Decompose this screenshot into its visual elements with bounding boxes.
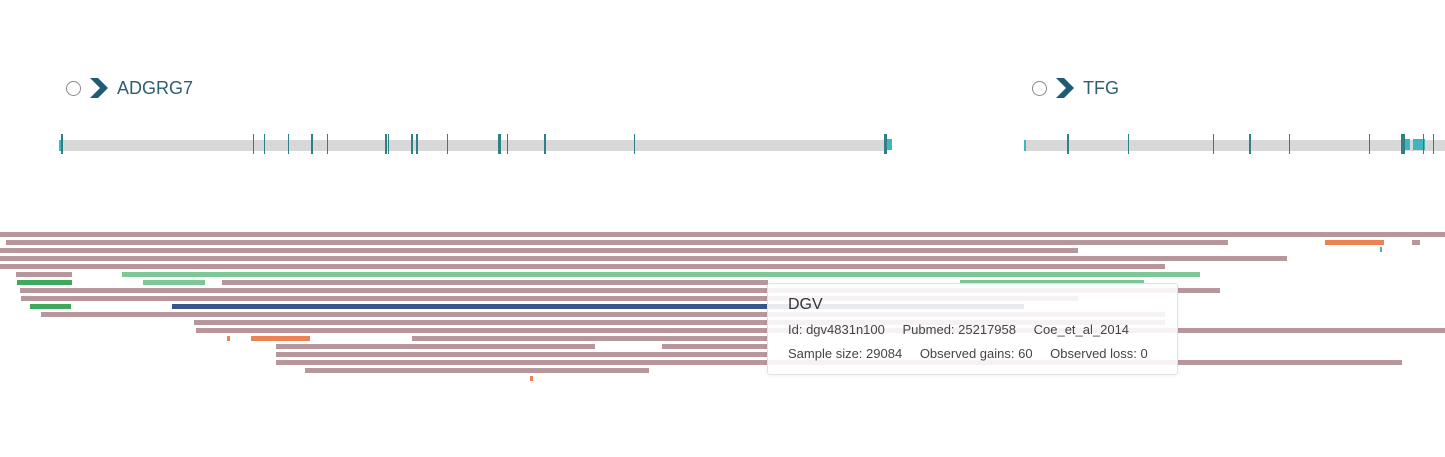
exon bbox=[411, 134, 413, 154]
cnv-loss-bar[interactable] bbox=[662, 344, 768, 349]
exon bbox=[507, 134, 508, 154]
tooltip-pubmed: Pubmed: 25217958 bbox=[902, 322, 1016, 337]
exon bbox=[634, 134, 635, 154]
gene-model-tfg[interactable] bbox=[1024, 134, 1445, 154]
tooltip-study: Coe_et_al_2014 bbox=[1033, 322, 1130, 337]
utr-block bbox=[1024, 140, 1026, 151]
cnv-gain-bar[interactable] bbox=[122, 272, 1200, 277]
gene-header-adgrg7: ADGRG7 bbox=[66, 77, 193, 99]
chevron-right-icon bbox=[90, 78, 108, 98]
exon bbox=[416, 134, 418, 154]
cnv-loss-bar[interactable] bbox=[276, 344, 595, 349]
exon bbox=[385, 134, 387, 154]
cnv-loss-bar[interactable] bbox=[0, 256, 1287, 261]
cnv-loss-bar[interactable] bbox=[276, 352, 768, 357]
exon bbox=[1369, 134, 1370, 154]
cnv-loss-bar[interactable] bbox=[21, 296, 1078, 301]
cnv-loss-bar[interactable] bbox=[41, 312, 1165, 317]
gene-select-radio[interactable] bbox=[1032, 80, 1047, 96]
exon bbox=[264, 134, 265, 154]
cnv-orange-bar[interactable] bbox=[227, 336, 230, 341]
exon bbox=[327, 134, 328, 154]
exon bbox=[253, 134, 254, 154]
cnv-orange-bar[interactable] bbox=[530, 376, 533, 381]
exon bbox=[1249, 134, 1251, 154]
cnv-gain-bar[interactable] bbox=[143, 280, 205, 285]
tooltip-gains: Observed gains: 60 bbox=[919, 346, 1033, 361]
exon bbox=[388, 134, 389, 154]
cnv-loss-bar[interactable] bbox=[6, 240, 1228, 245]
cnv-complex-bar[interactable] bbox=[172, 304, 1024, 309]
exon bbox=[1401, 134, 1405, 154]
gene-header-tfg: TFG bbox=[1032, 77, 1119, 99]
cnv-loss-bar[interactable] bbox=[20, 288, 1220, 293]
cnv-loss-bar[interactable] bbox=[305, 368, 649, 373]
intron-line bbox=[61, 140, 887, 151]
utr-block bbox=[887, 139, 892, 150]
tooltip-stats-row: Sample size: 29084 Observed gains: 60 Ob… bbox=[788, 346, 1157, 361]
exon bbox=[498, 134, 501, 154]
gene-name[interactable]: TFG bbox=[1083, 77, 1119, 98]
cnv-loss-bar[interactable] bbox=[194, 320, 1165, 325]
tooltip-loss: Observed loss: 0 bbox=[1050, 346, 1148, 361]
chevron-right-icon bbox=[1056, 78, 1074, 98]
exon bbox=[1128, 134, 1129, 154]
cnv-gain-bar[interactable] bbox=[30, 304, 71, 309]
cnv-loss-bar[interactable] bbox=[0, 248, 1078, 253]
utr-block bbox=[1405, 139, 1410, 150]
exon bbox=[447, 134, 448, 154]
cnv-orange-bar[interactable] bbox=[251, 336, 310, 341]
exon bbox=[1433, 134, 1434, 154]
cnv-loss-bar[interactable] bbox=[16, 272, 72, 277]
exon bbox=[61, 134, 63, 154]
exon bbox=[884, 134, 887, 154]
utr-block bbox=[59, 140, 62, 151]
cnv-loss-bar[interactable] bbox=[412, 336, 768, 341]
tooltip-id: Id: dgv4831n100 bbox=[788, 322, 885, 337]
exon bbox=[311, 134, 313, 154]
cnv-orange-bar[interactable] bbox=[1325, 240, 1384, 245]
exon bbox=[288, 134, 289, 154]
cnv-loss-bar[interactable] bbox=[0, 232, 1445, 237]
gene-name[interactable]: ADGRG7 bbox=[117, 77, 194, 98]
cnv-gain-bar[interactable] bbox=[960, 280, 1144, 285]
exon bbox=[1067, 134, 1069, 154]
exon bbox=[1423, 134, 1424, 154]
cnv-loss-bar[interactable] bbox=[222, 280, 768, 285]
gene-model-adgrg7[interactable] bbox=[59, 134, 893, 154]
cnv-loss-bar[interactable] bbox=[0, 264, 1165, 269]
cnv-small-gain-mark[interactable] bbox=[1380, 247, 1382, 252]
cnv-loss-bar[interactable] bbox=[1412, 240, 1420, 245]
exon bbox=[544, 134, 546, 154]
tooltip-title: DGV bbox=[788, 296, 823, 313]
dgv-tooltip: DGV Id: dgv4831n100 Pubmed: 25217958 Coe… bbox=[767, 283, 1178, 375]
cnv-gain-bar[interactable] bbox=[17, 280, 72, 285]
tooltip-sample-size: Sample size: 29084 bbox=[788, 346, 903, 361]
utr-block bbox=[1413, 139, 1425, 150]
exon bbox=[1289, 134, 1290, 154]
gene-select-radio[interactable] bbox=[66, 80, 81, 96]
exon bbox=[1213, 134, 1214, 154]
intron-line bbox=[1026, 140, 1445, 151]
tooltip-id-row: Id: dgv4831n100 Pubmed: 25217958 Coe_et_… bbox=[788, 322, 1157, 337]
